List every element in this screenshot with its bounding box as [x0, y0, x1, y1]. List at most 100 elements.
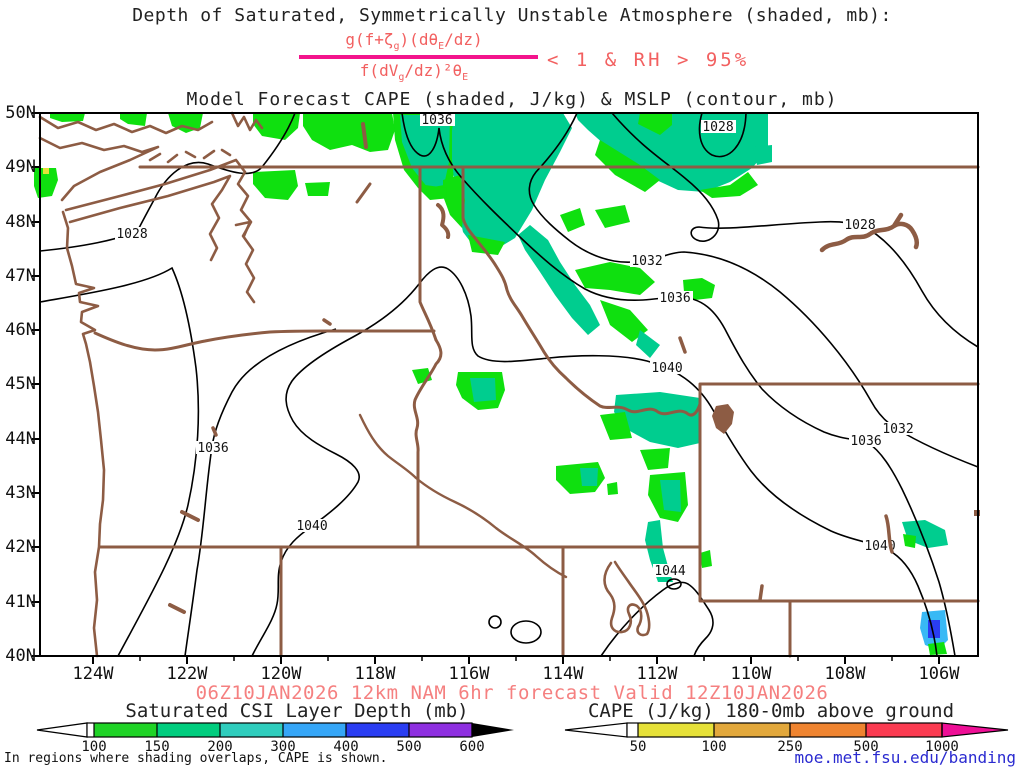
mslp-closed-cell	[510, 620, 542, 644]
vancouver-island-coast	[38, 115, 214, 135]
csi-patch-green	[700, 172, 758, 198]
csi-colorbar-left-arrow	[36, 722, 88, 738]
label-bg	[849, 434, 884, 447]
csi-seg-purple	[409, 723, 472, 737]
csi-patch-green	[560, 208, 585, 232]
border-or-id	[412, 338, 443, 549]
csi-tick-label: 600	[459, 739, 484, 755]
lon-label: 106W	[919, 664, 961, 684]
csi-seg-green	[94, 723, 157, 737]
mslp-contour-1028-long	[611, 112, 979, 348]
cape-tick-label: 250	[777, 739, 802, 755]
lat-label: 48N	[5, 212, 36, 232]
formula-fraction-bar	[299, 55, 538, 59]
formula-denominator: f(dVg/dz)²θE	[288, 61, 540, 83]
contour-label: 1032	[882, 422, 913, 437]
lat-label: 41N	[5, 592, 36, 612]
lat-label: 42N	[5, 537, 36, 557]
csi-patch-green	[303, 113, 395, 152]
label-bg	[843, 218, 878, 231]
source-url: moe.met.fsu.edu/banding	[794, 748, 1016, 767]
border-id-mt	[461, 165, 702, 417]
csi-seg-blue	[346, 723, 409, 737]
forecast-valid-time: 06Z10JAN2026 12km NAM 6hr forecast Valid…	[195, 682, 829, 704]
csi-tick-label: 500	[396, 739, 421, 755]
contour-label: 1040	[864, 539, 895, 554]
contour-label: 1036	[421, 113, 452, 128]
csi-colorbar-ticks	[93, 723, 473, 737]
oregon-lake	[180, 510, 200, 522]
lat-label: 44N	[5, 429, 36, 449]
mslp-contour-1040	[251, 266, 938, 657]
oregon-lake	[168, 603, 186, 614]
csi-seg-teal	[220, 723, 283, 737]
lon-minor-ticks	[139, 656, 893, 661]
csi-tick-label: 400	[333, 739, 358, 755]
snake-bear-river	[358, 413, 568, 579]
lon-label: 114W	[543, 664, 585, 684]
formula-sub: g	[393, 41, 400, 53]
formula-sub: E	[438, 41, 445, 53]
cape-seg-orange	[790, 723, 866, 737]
river-dot	[211, 426, 218, 437]
mslp-contour-1044	[600, 581, 714, 657]
cape-tick-label: 50	[630, 739, 647, 755]
cape-tick-label: 500	[853, 739, 878, 755]
contour-label: 1036	[659, 291, 690, 306]
okanagan-lake	[361, 122, 368, 149]
lon-label: 118W	[355, 664, 397, 684]
cape-colorbar-ticks	[637, 723, 943, 737]
lat-label: 47N	[5, 266, 36, 286]
puget-inlet	[234, 220, 252, 238]
cape-tick-label: 100	[701, 739, 726, 755]
cape-yellow-pixel	[43, 168, 49, 174]
csi-patch-green	[425, 185, 447, 198]
contour-label: 1040	[651, 361, 682, 376]
contour-label: 1028	[116, 227, 147, 242]
csi-patch-teal	[452, 113, 572, 250]
lon-label: 110W	[731, 664, 773, 684]
subtitle: Model Forecast CAPE (shaded, J/kg) & MSL…	[186, 89, 838, 110]
label-bg	[115, 227, 150, 240]
formula-text: f(dV	[359, 61, 399, 80]
lake-chelan	[355, 182, 372, 204]
csi-colorbar: 100 150 200 300 400 500 600	[36, 722, 514, 755]
mslp-contour-1044-cell	[666, 578, 682, 590]
csi-seg-spring	[157, 723, 220, 737]
mslp-closed-cell	[488, 615, 502, 629]
coastline	[61, 210, 106, 658]
csi-patch-teal	[470, 378, 496, 402]
csi-patch-green	[120, 113, 147, 126]
csi-tick-label: 100	[81, 739, 106, 755]
cape-colorbar-title: CAPE (J/kg) 180-0mb above ground	[587, 700, 955, 722]
csi-patch-green	[607, 482, 618, 495]
csi-tick-label: 300	[270, 739, 295, 755]
label-bg	[701, 120, 736, 133]
river-dot	[322, 318, 332, 326]
lon-ticks	[92, 656, 940, 664]
axis-labels: 50N 49N 48N 47N 46N 45N 44N 43N 42N 41N …	[5, 103, 960, 684]
csi-patch-green	[575, 262, 655, 295]
formula-text: )(dθ	[399, 30, 439, 49]
lat-label: 49N	[5, 157, 36, 177]
csi-patch-green	[556, 462, 605, 494]
label-bg	[658, 291, 693, 304]
label-bg	[295, 519, 330, 532]
strait-juan-de-fuca	[64, 158, 256, 304]
label-bg	[653, 564, 688, 577]
lon-label: 116W	[449, 664, 491, 684]
csi-patch-green	[600, 300, 648, 342]
cape-seg-yelloworange	[714, 723, 790, 737]
mslp-contour-1028-loop	[698, 112, 747, 158]
label-bg	[630, 254, 665, 267]
csi-tick-label: 200	[207, 739, 232, 755]
contour-labels: 1028 1028 1028 1032 1032 1036 1036 1036 …	[115, 113, 916, 579]
csi-patch-green	[928, 642, 947, 655]
contour-label: 1040	[296, 519, 327, 534]
lon-label: 122W	[167, 664, 209, 684]
csi-colorbar-right-arrow	[472, 723, 514, 737]
green-river	[884, 514, 894, 554]
formula-sub: E	[462, 72, 469, 84]
lon-label: 108W	[825, 664, 867, 684]
contour-label: 1044	[654, 564, 685, 579]
